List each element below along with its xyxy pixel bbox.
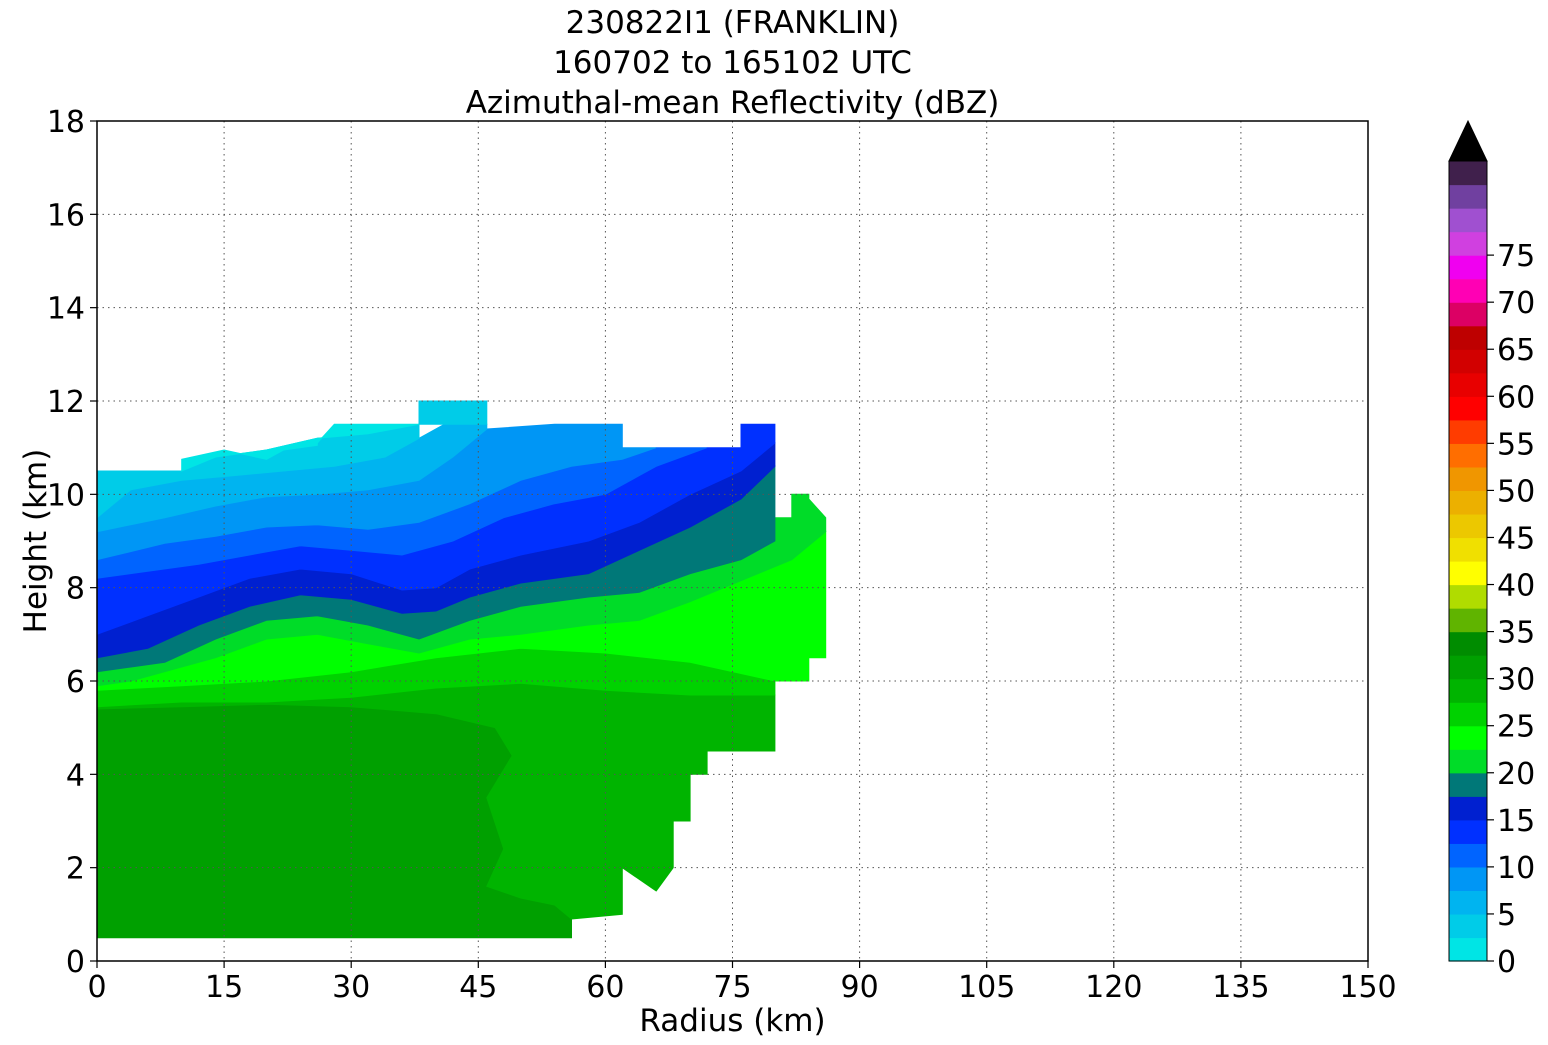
colorbar: 0 5 10 15 20 25 30 35 40 45 50 55 60 65 70 75 bbox=[1448, 119, 1535, 980]
colorbar-band bbox=[1449, 796, 1487, 821]
y-tick-label: 18 bbox=[47, 105, 85, 140]
chart-title-line-3: Azimuthal-mean Reflectivity (dBZ) bbox=[465, 85, 1000, 121]
colorbar-extend-arrow bbox=[1448, 119, 1488, 162]
y-axis: 0 2 4 6 8 10 12 14 16 18 bbox=[47, 105, 97, 980]
colorbar-tick-label: 5 bbox=[1497, 898, 1516, 933]
colorbar-tick-label: 70 bbox=[1497, 286, 1535, 321]
x-tick-label: 30 bbox=[332, 970, 370, 1005]
colorbar-band bbox=[1449, 419, 1487, 444]
colorbar-tick-label: 10 bbox=[1497, 851, 1535, 886]
reflectivity-region-14 bbox=[181, 423, 420, 472]
colorbar-band bbox=[1449, 231, 1487, 256]
colorbar-band bbox=[1449, 937, 1487, 962]
x-tick-label: 150 bbox=[1339, 970, 1396, 1005]
grid bbox=[97, 121, 1368, 961]
colorbar-band bbox=[1449, 490, 1487, 515]
y-tick-label: 6 bbox=[66, 665, 85, 700]
colorbar-tick-label: 30 bbox=[1497, 663, 1535, 698]
colorbar-frame bbox=[1448, 160, 1488, 962]
colorbar-band bbox=[1449, 655, 1487, 680]
colorbar-tick-label: 20 bbox=[1497, 757, 1535, 792]
colorbar-band bbox=[1449, 161, 1487, 186]
colorbar-band bbox=[1449, 255, 1487, 280]
colorbar-band bbox=[1449, 702, 1487, 727]
colorbar-tick-label: 50 bbox=[1497, 474, 1535, 509]
y-axis-label: Height (km) bbox=[18, 449, 54, 634]
colorbar-tick-label: 35 bbox=[1497, 616, 1535, 651]
colorbar-tick-label: 0 bbox=[1497, 945, 1516, 980]
colorbar-band bbox=[1449, 278, 1487, 303]
colorbar-band bbox=[1449, 890, 1487, 915]
colorbar-tick-label: 45 bbox=[1497, 521, 1535, 556]
x-tick-label: 60 bbox=[586, 970, 624, 1005]
colorbar-band bbox=[1449, 349, 1487, 374]
x-tick-label: 105 bbox=[958, 970, 1015, 1005]
x-axis: 0 15 30 45 60 75 90 105 120 135 150 bbox=[87, 961, 1397, 1005]
x-tick-label: 135 bbox=[1212, 970, 1269, 1005]
x-tick-label: 75 bbox=[713, 970, 751, 1005]
colorbar-band bbox=[1449, 513, 1487, 539]
y-tick-label: 16 bbox=[47, 198, 85, 233]
colorbar-band bbox=[1449, 584, 1487, 609]
colorbar-tick-label: 60 bbox=[1497, 380, 1535, 415]
colorbar-band bbox=[1449, 184, 1487, 209]
colorbar-band bbox=[1449, 466, 1487, 492]
x-tick-label: 120 bbox=[1085, 970, 1142, 1005]
colorbar-tick-label: 65 bbox=[1497, 333, 1535, 368]
chart-title-line-1: 230822I1 (FRANKLIN) bbox=[565, 5, 900, 41]
colorbar-band bbox=[1449, 749, 1487, 774]
colorbar-band bbox=[1449, 678, 1487, 703]
colorbar-band bbox=[1449, 208, 1487, 233]
y-tick-label: 2 bbox=[66, 852, 85, 887]
plot-area bbox=[96, 400, 827, 939]
colorbar-band bbox=[1449, 325, 1487, 350]
colorbar-band bbox=[1449, 843, 1487, 868]
colorbar-band bbox=[1449, 561, 1487, 586]
x-tick-label: 15 bbox=[205, 970, 243, 1005]
colorbar-band bbox=[1449, 631, 1487, 656]
y-tick-label: 4 bbox=[66, 758, 85, 793]
colorbar-tick-label: 25 bbox=[1497, 710, 1535, 745]
colorbar-band bbox=[1449, 819, 1487, 844]
colorbar-tick-label: 55 bbox=[1497, 427, 1535, 462]
colorbar-band bbox=[1449, 608, 1487, 633]
colorbar-tick-label: 75 bbox=[1497, 239, 1535, 274]
colorbar-band bbox=[1449, 537, 1487, 562]
colorbar-band bbox=[1449, 396, 1487, 421]
x-tick-label: 90 bbox=[841, 970, 879, 1005]
colorbar-band bbox=[1449, 725, 1487, 750]
colorbar-band bbox=[1449, 443, 1487, 468]
colorbar-band bbox=[1449, 302, 1487, 327]
colorbar-tick-label: 15 bbox=[1497, 804, 1535, 839]
x-axis-label: Radius (km) bbox=[639, 1003, 825, 1039]
x-tick-label: 0 bbox=[87, 970, 106, 1005]
chart-title-line-2: 160702 to 165102 UTC bbox=[553, 45, 912, 81]
y-tick-label: 10 bbox=[47, 478, 85, 513]
colorbar-tick-label: 40 bbox=[1497, 569, 1535, 604]
y-tick-label: 8 bbox=[66, 572, 85, 607]
colorbar-band bbox=[1449, 913, 1487, 939]
colorbar-band bbox=[1449, 866, 1487, 892]
y-tick-label: 14 bbox=[47, 292, 85, 327]
y-tick-label: 12 bbox=[47, 385, 85, 420]
x-tick-label: 45 bbox=[459, 970, 497, 1005]
colorbar-band bbox=[1449, 772, 1487, 797]
colorbar-band bbox=[1449, 372, 1487, 397]
y-tick-label: 0 bbox=[66, 945, 85, 980]
